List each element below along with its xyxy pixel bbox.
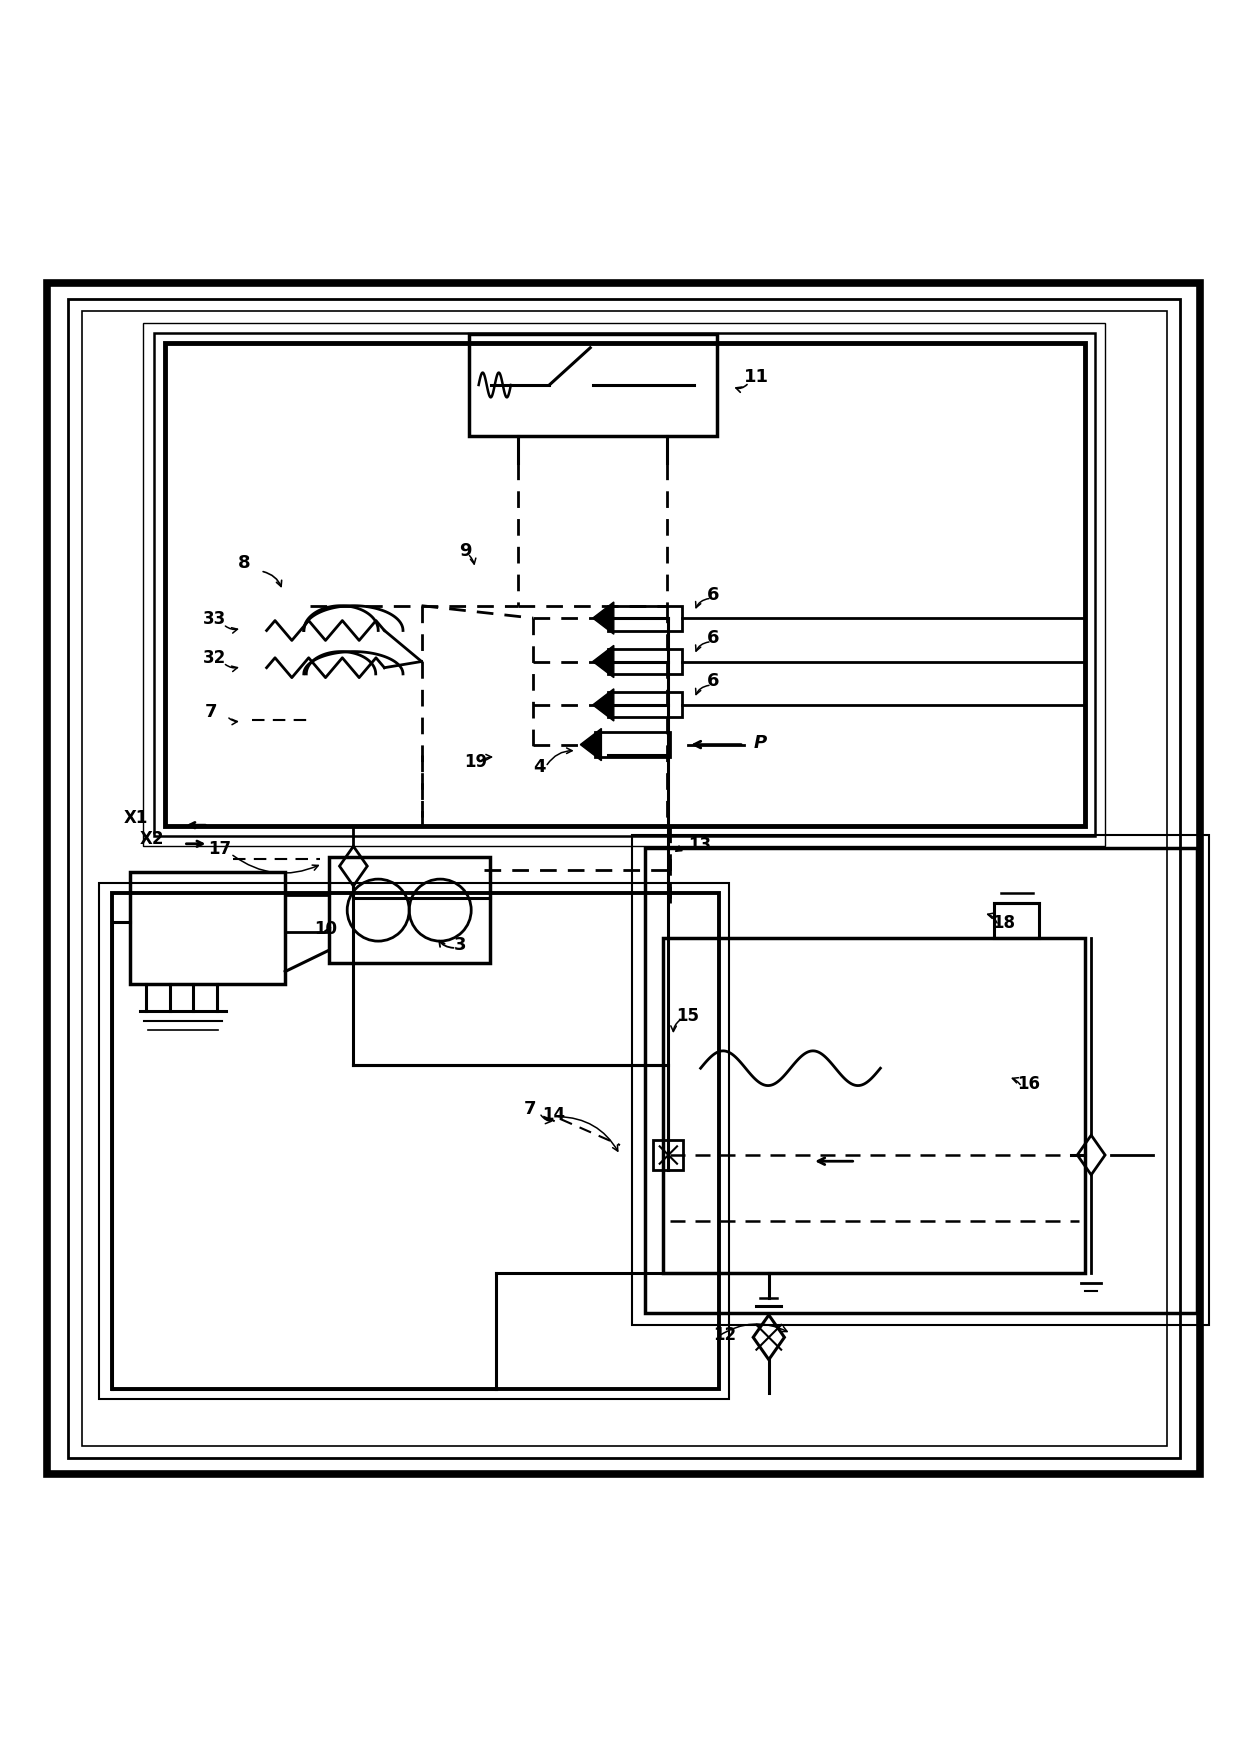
Bar (154, 332, 1095, 836)
Text: 12: 12 (713, 1327, 737, 1344)
Bar (645, 847, 1197, 1312)
Bar (608, 648, 682, 675)
Bar (143, 323, 1105, 847)
Bar (165, 343, 1085, 826)
Bar (82, 311, 1167, 1446)
Text: 13: 13 (688, 836, 712, 854)
Polygon shape (593, 603, 614, 634)
Bar (608, 606, 682, 631)
Text: 17: 17 (208, 840, 232, 857)
Bar (130, 871, 285, 984)
Bar (68, 299, 1180, 1458)
Bar (285, 894, 329, 931)
Text: 6: 6 (707, 673, 719, 691)
Text: 10: 10 (314, 921, 337, 938)
Text: 11: 11 (744, 369, 769, 387)
Text: 7: 7 (205, 703, 217, 722)
Text: 8: 8 (238, 555, 250, 573)
Bar (469, 334, 717, 436)
Text: 14: 14 (542, 1107, 565, 1124)
Text: 33: 33 (203, 610, 227, 629)
Text: 7: 7 (523, 1100, 536, 1117)
Text: X1: X1 (124, 808, 149, 828)
Bar (994, 903, 1039, 938)
Text: 6: 6 (707, 585, 719, 603)
Text: 3: 3 (454, 936, 466, 954)
Polygon shape (593, 689, 614, 720)
Bar (663, 938, 1085, 1272)
Text: 4: 4 (533, 757, 546, 777)
Bar (608, 692, 682, 717)
Bar (99, 884, 729, 1399)
Bar (112, 893, 719, 1390)
Text: 9: 9 (459, 543, 471, 560)
Text: P: P (754, 734, 768, 752)
Bar (632, 835, 1209, 1325)
Bar (595, 733, 670, 757)
Bar (653, 1140, 683, 1170)
Text: 6: 6 (707, 629, 719, 647)
Text: 16: 16 (1017, 1075, 1040, 1093)
Text: 19: 19 (464, 754, 487, 771)
Polygon shape (580, 729, 601, 761)
Text: 32: 32 (203, 648, 227, 666)
Polygon shape (593, 645, 614, 678)
Text: 15: 15 (676, 1007, 699, 1024)
Text: X2: X2 (140, 829, 165, 849)
Bar (329, 857, 490, 963)
Text: 18: 18 (992, 914, 1016, 933)
